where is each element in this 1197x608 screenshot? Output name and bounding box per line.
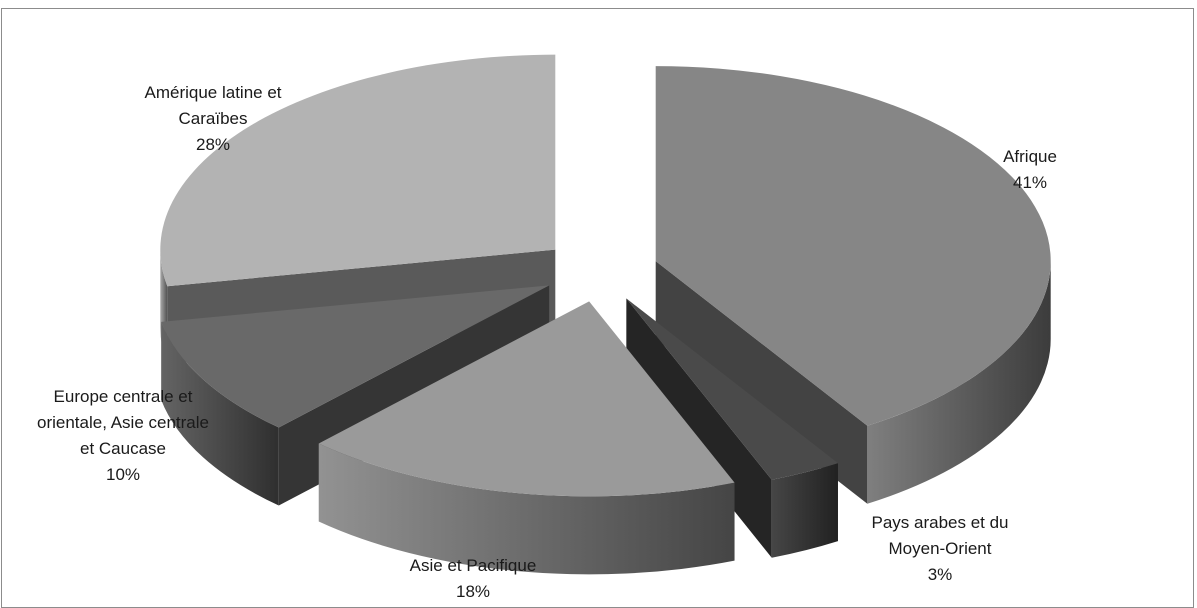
slice-top bbox=[655, 66, 1051, 426]
label-percent: 28% bbox=[195, 135, 231, 154]
slice-label-amerique-latine: Amérique latine et Caraïbes 28% bbox=[113, 80, 313, 158]
label-percent: 18% bbox=[455, 582, 491, 601]
slice-label-europe: Europe centrale et orientale, Asie centr… bbox=[8, 384, 238, 488]
slice-outer-wall bbox=[161, 321, 279, 506]
pie-slice bbox=[318, 301, 735, 575]
label-line: Afrique bbox=[1003, 147, 1057, 166]
label-percent: 10% bbox=[105, 465, 141, 484]
slice-outer-wall bbox=[771, 463, 838, 558]
slice-top bbox=[318, 301, 735, 497]
label-line: et Caucase bbox=[80, 439, 166, 458]
pie-slice bbox=[626, 298, 838, 558]
pie-slice bbox=[655, 66, 1051, 504]
slice-top bbox=[626, 298, 838, 480]
slice-side-face bbox=[655, 261, 868, 504]
slice-outer-wall bbox=[318, 443, 735, 575]
slice-label-pays-arabes: Pays arabes et du Moyen-Orient 3% bbox=[840, 510, 1040, 588]
label-line: orientale, Asie centrale bbox=[37, 413, 209, 432]
slice-label-asie-pacifique: Asie et Pacifique 18% bbox=[373, 553, 573, 605]
slice-outer-wall bbox=[867, 261, 1051, 504]
label-line: Moyen-Orient bbox=[888, 539, 992, 558]
label-line: Caraïbes bbox=[178, 109, 248, 128]
label-percent: 41% bbox=[1012, 173, 1048, 192]
label-line: Asie et Pacifique bbox=[409, 556, 537, 575]
slice-top bbox=[160, 54, 556, 287]
slice-top bbox=[161, 285, 550, 428]
label-line: Europe centrale et bbox=[53, 387, 193, 406]
slice-label-afrique: Afrique 41% bbox=[980, 144, 1080, 196]
label-percent: 3% bbox=[927, 565, 953, 584]
label-line: Pays arabes et du bbox=[871, 513, 1009, 532]
label-line: Amérique latine et bbox=[144, 83, 282, 102]
slice-side-face bbox=[626, 298, 772, 558]
